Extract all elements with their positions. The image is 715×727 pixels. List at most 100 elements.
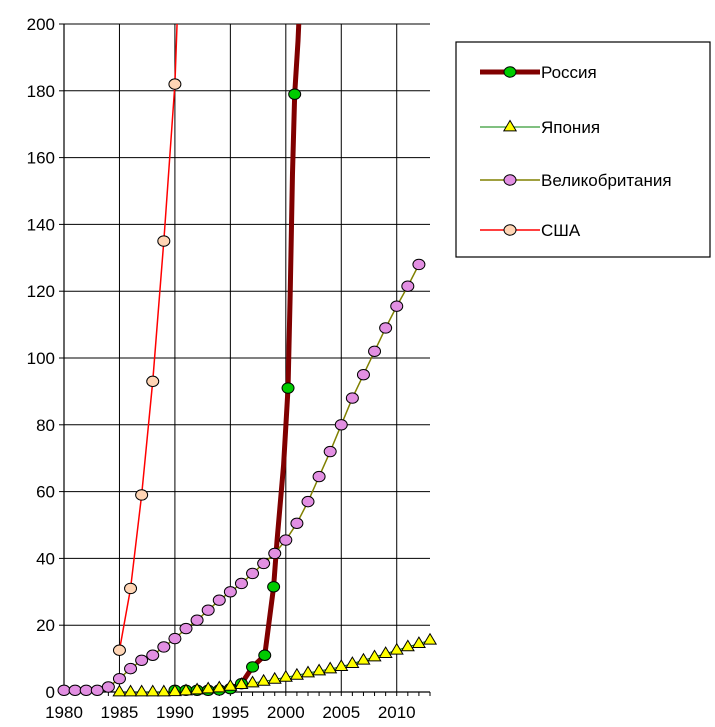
data-point — [246, 567, 260, 580]
data-point — [422, 632, 438, 645]
data-point — [190, 682, 205, 695]
data-point — [267, 581, 281, 593]
data-point — [288, 88, 302, 100]
data-point — [101, 681, 115, 693]
data-point — [167, 684, 182, 697]
data-point — [212, 594, 226, 606]
grid — [64, 23, 430, 692]
data-point — [334, 659, 349, 672]
series-markers-1 — [168, 88, 302, 697]
data-point — [134, 684, 149, 697]
data-point — [145, 684, 160, 697]
x-tick-label: 1990 — [156, 703, 194, 722]
series-line-4 — [118, 24, 178, 651]
data-point — [400, 639, 415, 652]
data-point — [257, 557, 271, 570]
data-point — [146, 649, 160, 661]
data-point — [178, 683, 194, 696]
y-tick-label: 140 — [27, 215, 55, 234]
data-point — [123, 684, 138, 697]
data-point — [112, 644, 126, 656]
data-point — [345, 392, 359, 404]
data-point — [389, 642, 404, 655]
data-point — [135, 654, 149, 666]
data-point — [300, 665, 316, 678]
data-point — [156, 684, 171, 697]
data-point — [124, 662, 138, 675]
data-point — [268, 547, 282, 560]
data-point — [223, 678, 238, 691]
data-point — [212, 680, 227, 693]
y-tick-label: 60 — [36, 483, 55, 502]
x-tick-label: 1980 — [45, 703, 83, 722]
data-point — [323, 445, 337, 458]
y-tick-label: 160 — [27, 149, 55, 168]
data-point — [179, 622, 193, 635]
legend-item: США — [480, 221, 581, 240]
data-point — [290, 517, 304, 530]
legend-marker — [502, 119, 518, 132]
data-point — [234, 677, 249, 690]
data-point — [245, 675, 260, 688]
data-point — [146, 375, 160, 388]
legend-marker — [503, 174, 517, 186]
data-point — [345, 656, 360, 669]
data-point — [68, 684, 82, 697]
marker-layer — [57, 78, 438, 697]
y-tick-label: 20 — [36, 616, 55, 635]
y-tick-label: 100 — [27, 349, 55, 368]
data-point — [112, 684, 127, 697]
data-point — [201, 681, 216, 694]
legend-item: Россия — [480, 63, 597, 82]
data-point — [312, 663, 327, 676]
data-point — [412, 258, 426, 271]
legend-marker — [503, 224, 517, 236]
legend-item: Великобритания — [480, 171, 672, 190]
series-line-3 — [64, 263, 420, 692]
legend-label: Япония — [541, 118, 600, 137]
data-point — [223, 586, 237, 598]
y-tick-label: 40 — [36, 549, 55, 568]
data-point — [135, 489, 149, 501]
data-point — [356, 652, 371, 665]
legend-box — [455, 41, 711, 258]
series-markers-2 — [112, 632, 438, 697]
y-tick-label: 120 — [27, 282, 55, 301]
y-tick-label: 80 — [36, 416, 55, 435]
data-point — [246, 661, 260, 673]
legend-item: Япония — [480, 118, 600, 137]
data-point — [278, 669, 293, 682]
data-point — [267, 671, 282, 684]
x-tick-label: 2005 — [322, 703, 360, 722]
data-point — [256, 673, 271, 686]
data-point — [258, 649, 272, 661]
legend: Россия Япония Великобритания США — [455, 41, 711, 258]
y-tick-label: 0 — [46, 683, 55, 702]
data-point — [367, 649, 382, 662]
data-point — [281, 382, 295, 394]
data-point — [124, 582, 138, 595]
x-tick-label: 1985 — [101, 703, 139, 722]
legend-label: США — [541, 221, 581, 240]
data-point — [401, 280, 415, 292]
series-markers-3 — [57, 258, 426, 697]
legend-marker — [503, 66, 517, 78]
data-point — [334, 419, 348, 431]
data-point — [57, 684, 71, 697]
data-point — [201, 604, 215, 616]
series-markers-4 — [112, 78, 182, 656]
data-point — [390, 300, 404, 312]
data-point — [157, 641, 171, 653]
data-point — [112, 672, 126, 685]
axes — [59, 23, 431, 696]
x-tick-label: 2010 — [378, 703, 416, 722]
data-point — [90, 684, 104, 697]
data-point — [356, 369, 370, 381]
data-point — [157, 235, 171, 247]
legend-label: Россия — [541, 63, 597, 82]
data-point — [168, 632, 182, 645]
tick-labels: 0 20 40 60 80 100 120 140 160 180 200 1980 1985 1990 1… — [27, 15, 416, 722]
data-point — [190, 614, 204, 626]
